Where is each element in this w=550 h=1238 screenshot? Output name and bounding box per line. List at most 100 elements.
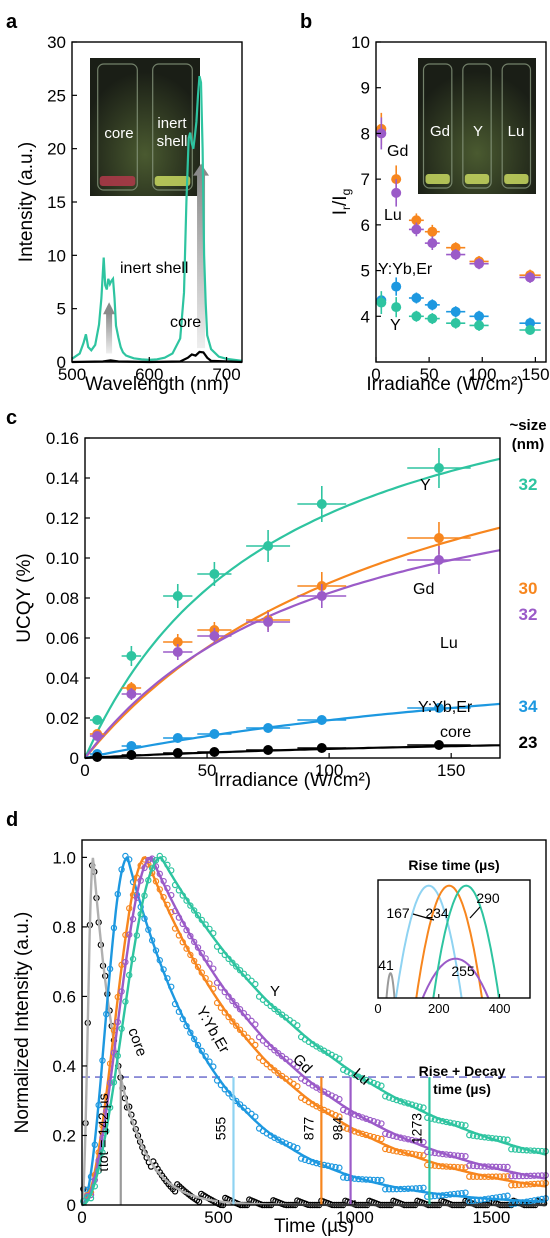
data-marker-Lu	[233, 1001, 240, 1009]
decay-marker-label: 877	[300, 1117, 316, 1141]
vial	[462, 63, 492, 189]
y-tick-label: 15	[47, 193, 66, 212]
point-Lu	[376, 128, 387, 139]
point-YbEr	[209, 729, 220, 739]
photo-label-core: core	[104, 125, 133, 142]
y-axis-label: UCQY (%)	[14, 553, 35, 642]
vial-glow	[464, 174, 490, 184]
point-Y	[316, 499, 327, 509]
data-marker-Y	[508, 1146, 515, 1153]
inset-curve	[394, 884, 463, 999]
size-value: 32	[519, 475, 538, 494]
point-YbEr	[316, 715, 327, 725]
y-tick-label: 0.12	[46, 509, 79, 528]
y-tick-label: 0.08	[46, 589, 79, 608]
y-tick-label: 10	[47, 246, 66, 265]
y-tick-label: 8	[361, 124, 370, 143]
point-Y	[450, 318, 461, 329]
series-label-gd: Gd	[289, 1051, 315, 1077]
vial-glow	[425, 174, 450, 184]
point-YbEr	[263, 723, 274, 733]
point-Lu	[433, 555, 444, 565]
data-marker-Gd	[508, 1182, 515, 1189]
point-Y	[209, 569, 220, 579]
data-marker-Gd	[504, 1173, 511, 1180]
data-marker-Y	[378, 1082, 385, 1089]
series-label-lu: Lu	[349, 1065, 373, 1089]
y-axis-label: Normalized Intensity (a.u.)	[12, 912, 33, 1134]
vial-glow	[154, 176, 191, 186]
data-marker-Lu	[145, 856, 152, 864]
vial-photo-b	[418, 58, 536, 194]
photo-label-inert: inert	[157, 115, 187, 132]
x-tick-label: 100	[468, 365, 496, 384]
x-tick-label: 0	[371, 365, 380, 384]
y-tick-label: 0.10	[46, 549, 79, 568]
series-label-core: core	[124, 1026, 150, 1059]
y-tick-label: 0.4	[52, 1057, 76, 1076]
photo-label-shell: shell	[157, 133, 188, 150]
data-marker-Gd	[233, 1022, 240, 1029]
y-tick-label: 4	[361, 307, 370, 326]
y-label-sub: r	[339, 206, 353, 210]
y-tick-label: 20	[47, 140, 66, 159]
point-core	[433, 740, 444, 750]
fit-curve-Y	[81, 856, 547, 1207]
y-label-part: I	[330, 210, 351, 215]
inset-background	[370, 858, 544, 1020]
y-tick-label: 6	[361, 216, 370, 235]
x-axis-label: Time (µs)	[274, 1216, 354, 1237]
data-marker-Lu	[420, 1138, 427, 1146]
data-marker-Lu	[508, 1172, 515, 1180]
y-tick-label: 0	[67, 1196, 76, 1215]
point-YbEr	[450, 306, 461, 317]
data-marker-Lu	[466, 1162, 473, 1169]
data-marker-Y	[462, 1122, 469, 1129]
point-Y	[525, 325, 536, 335]
series-label-core: core	[440, 724, 471, 741]
point-Gd	[427, 226, 438, 237]
inset-arrow	[412, 913, 435, 921]
x-axis-label: Wavelength (nm)	[85, 374, 229, 395]
data-marker-YbEr	[508, 1201, 515, 1208]
plot-frame	[81, 839, 547, 1206]
panel-letter: c	[6, 407, 17, 429]
series-label-ybEr: Y:Yb,Er	[378, 261, 433, 278]
data-marker-YbEr	[504, 1192, 511, 1199]
point-YbEr	[427, 299, 438, 310]
panel-letter: b	[300, 11, 312, 33]
point-Lu	[209, 631, 220, 641]
point-Gd	[450, 242, 461, 253]
point-Lu	[172, 647, 183, 657]
point-core	[92, 752, 103, 762]
series-label-ybEr: Y:Yb,Er	[418, 699, 473, 716]
vial	[152, 63, 193, 191]
enhancement-arrow-head	[103, 302, 116, 315]
inset-curve	[421, 957, 490, 999]
size-value: 34	[519, 697, 538, 716]
data-marker-Gd	[190, 957, 198, 965]
x-tick-label: 700	[212, 365, 240, 384]
y-tick-label: 1.0	[52, 848, 76, 867]
y-label-sub: g	[339, 189, 353, 196]
enhancement-arrow-shaft	[197, 173, 206, 349]
data-marker-YbEr	[340, 1174, 347, 1181]
point-Lu	[391, 187, 402, 198]
y-tick-label: 5	[57, 300, 66, 319]
point-Lu	[411, 224, 422, 235]
series-label-y: Y	[390, 317, 401, 334]
panel-c: c Y Gd Lu Y:Yb,Er core ~size (nm) 32 30 32 34 23 0 50 1…	[6, 407, 547, 791]
spectrum-core	[71, 350, 243, 364]
annotation-inert-shell: inert shell	[120, 260, 188, 277]
x-tick-label: 1000	[336, 1208, 374, 1227]
fit-curve-YbEr	[84, 702, 501, 760]
point-core	[209, 747, 220, 757]
point-Lu	[474, 258, 485, 269]
x-axis-label: Irradiance (W/cm²)	[366, 374, 523, 395]
point-Lu	[525, 272, 536, 283]
x-tick-label: 150	[437, 761, 465, 780]
size-unit: (nm)	[512, 436, 545, 453]
inset-curve	[385, 972, 396, 999]
